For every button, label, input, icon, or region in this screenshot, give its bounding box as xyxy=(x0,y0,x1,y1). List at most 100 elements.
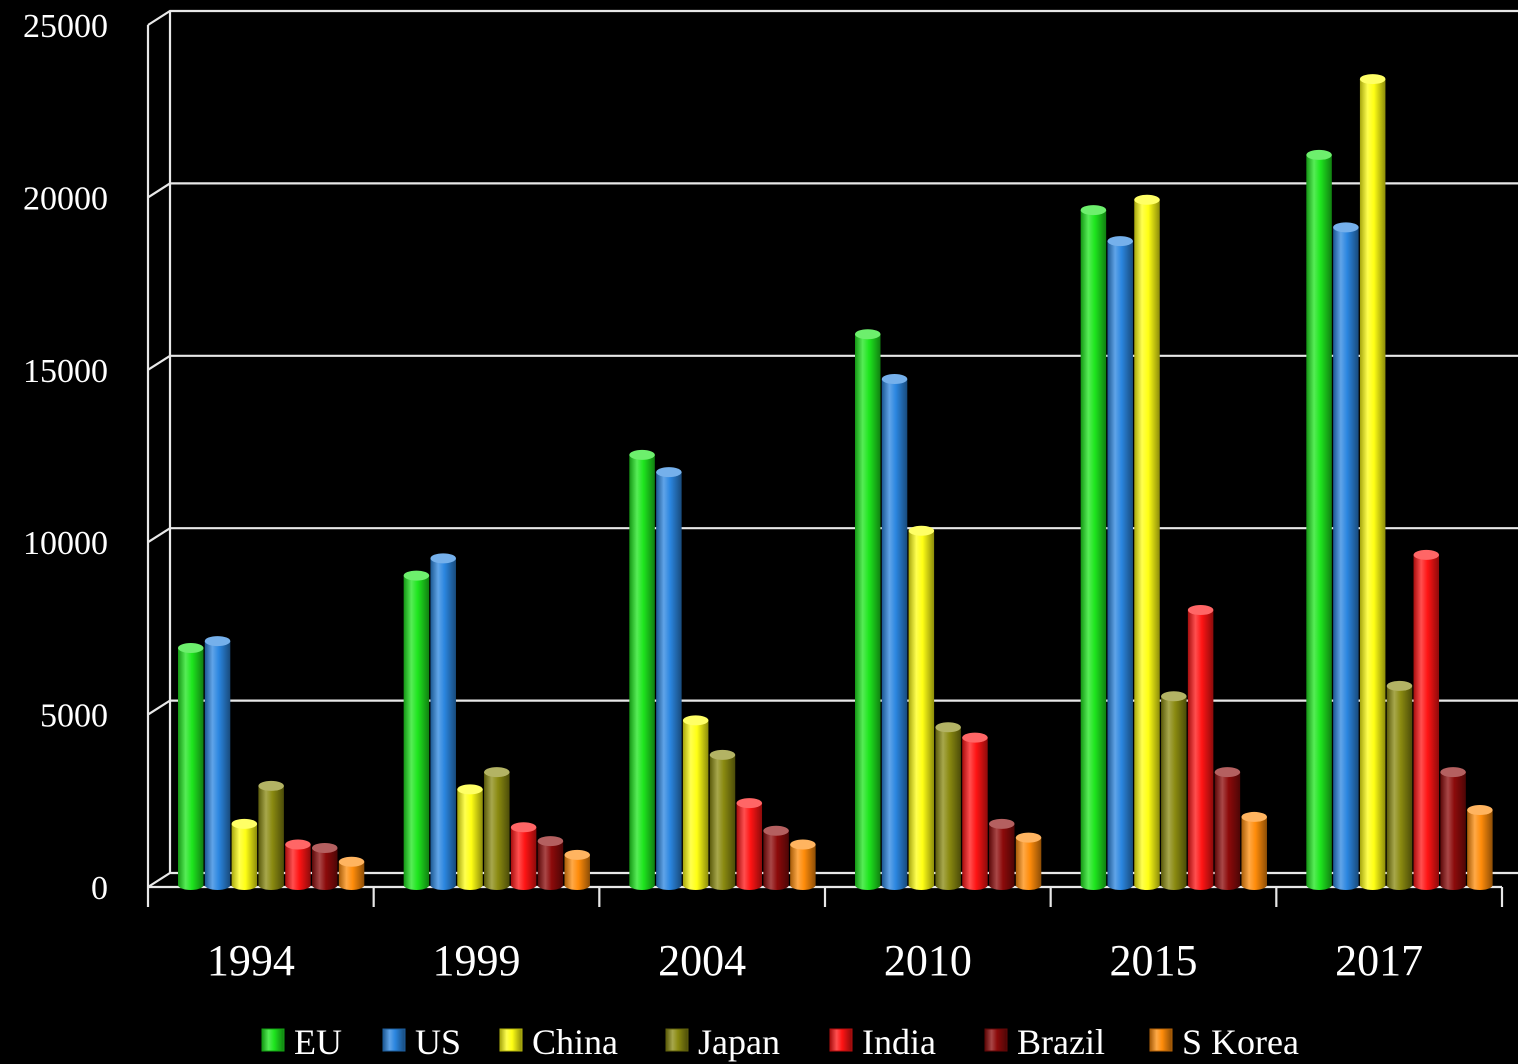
bar xyxy=(1333,222,1359,890)
bar-top xyxy=(1134,194,1160,205)
bar-body xyxy=(1333,227,1359,890)
gridlines xyxy=(147,9,1518,888)
legend-label: China xyxy=(532,1022,618,1062)
legend-label: India xyxy=(862,1022,936,1062)
legend-swatch xyxy=(499,1028,523,1052)
bar xyxy=(204,636,231,890)
bar-body xyxy=(457,789,483,890)
legend-swatch xyxy=(665,1028,689,1052)
bar xyxy=(231,818,258,890)
bar-top xyxy=(484,767,510,778)
bar-body xyxy=(881,379,908,890)
legend-item: EU xyxy=(261,1022,342,1062)
bar xyxy=(564,849,590,890)
bar-body xyxy=(1161,696,1187,890)
y-tick-label: 5000 xyxy=(40,698,108,735)
bar-top xyxy=(1241,811,1267,822)
bar-body xyxy=(1080,210,1107,890)
bar-body xyxy=(564,854,590,890)
bar-body xyxy=(1187,610,1214,890)
x-tick-label: 2017 xyxy=(1335,936,1423,985)
bar-top xyxy=(1015,832,1042,843)
bar xyxy=(1107,236,1133,890)
legend-label: US xyxy=(415,1022,461,1062)
bar-body xyxy=(1467,810,1493,890)
bar-body xyxy=(1440,772,1466,890)
bar-body xyxy=(709,754,736,890)
bar xyxy=(682,715,709,890)
bar-top xyxy=(258,780,284,791)
bar-body xyxy=(962,737,988,890)
bar-top xyxy=(763,825,789,836)
bar-top xyxy=(1187,605,1214,616)
bar-body xyxy=(258,785,284,890)
bar-top xyxy=(682,715,709,726)
bar-body xyxy=(204,641,231,890)
bar-body xyxy=(537,841,564,890)
bar xyxy=(736,798,763,890)
bar-top xyxy=(1440,767,1466,778)
bar-top xyxy=(1107,236,1133,247)
bar-top xyxy=(430,553,456,564)
bar-body xyxy=(736,803,763,890)
bar xyxy=(790,839,816,890)
bar xyxy=(881,374,908,890)
bar-body xyxy=(1306,154,1332,891)
legend-swatch xyxy=(261,1028,285,1052)
bar xyxy=(537,836,564,890)
y-tick-label: 0 xyxy=(91,870,108,907)
legend-label: Japan xyxy=(698,1022,780,1062)
bar-body xyxy=(285,844,311,890)
bar-top xyxy=(656,467,682,478)
bar-body xyxy=(855,334,881,890)
bar-top xyxy=(1359,74,1386,85)
bar-body xyxy=(1015,837,1042,891)
bar xyxy=(1440,767,1466,890)
bar xyxy=(1134,194,1160,890)
bar xyxy=(430,553,456,890)
bar-body xyxy=(1134,199,1160,890)
legend-label: Brazil xyxy=(1017,1022,1105,1062)
bar xyxy=(629,449,655,890)
bar-body xyxy=(312,847,338,890)
bar-body xyxy=(231,823,258,890)
bar-body xyxy=(1107,241,1133,890)
bar-top xyxy=(629,449,655,460)
bar xyxy=(1161,691,1187,890)
bar xyxy=(1467,805,1493,890)
bar xyxy=(962,732,988,890)
bar xyxy=(403,570,430,890)
bar xyxy=(1187,605,1214,890)
bar-top xyxy=(338,856,365,867)
bar-body xyxy=(403,575,430,890)
bar xyxy=(510,822,537,890)
bar xyxy=(258,780,284,890)
bar-top xyxy=(1214,767,1241,778)
legend-item: S Korea xyxy=(1149,1022,1299,1062)
bar-body xyxy=(790,844,816,890)
bar-body xyxy=(763,830,789,890)
bar-top xyxy=(855,329,881,340)
bar-top xyxy=(1080,205,1107,216)
y-tick-label: 10000 xyxy=(23,525,108,562)
bar-top xyxy=(935,722,961,733)
bar-top xyxy=(204,636,231,647)
bar-top xyxy=(231,818,258,829)
bar xyxy=(1413,549,1440,890)
bar xyxy=(855,329,881,890)
x-tick-label: 2010 xyxy=(884,936,972,985)
bar xyxy=(709,749,736,890)
legend-swatch xyxy=(984,1028,1008,1052)
bar-top xyxy=(178,642,204,653)
bar-top xyxy=(790,839,816,850)
bar xyxy=(285,839,311,890)
bar xyxy=(1306,149,1332,891)
bar xyxy=(1359,74,1386,890)
legend-item: India xyxy=(829,1022,936,1062)
legend-swatch xyxy=(829,1028,853,1052)
bar xyxy=(1241,811,1267,890)
legend-swatch xyxy=(1149,1028,1173,1052)
bar-body xyxy=(1413,554,1440,890)
legend-item: Brazil xyxy=(984,1022,1105,1062)
